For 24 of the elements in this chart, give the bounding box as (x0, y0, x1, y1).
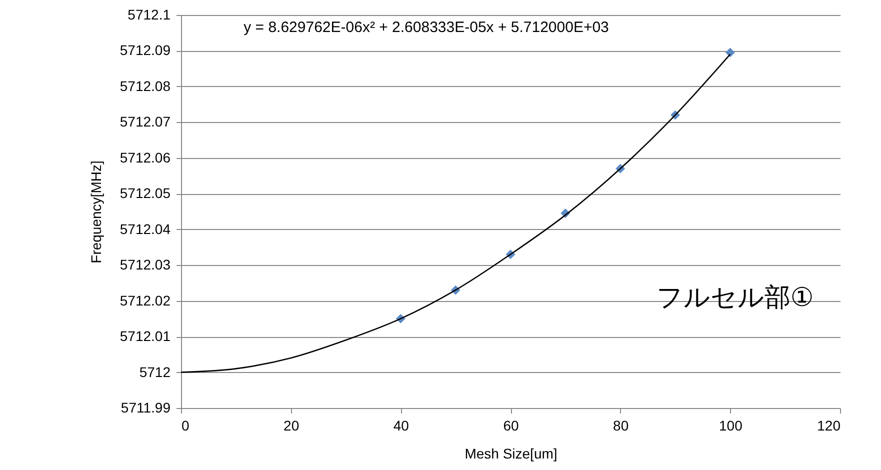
y-tick-label: 5712.07 (120, 114, 171, 130)
y-tick-label: 5712.02 (120, 292, 171, 308)
annotation: フルセル部① (656, 282, 814, 312)
x-tick-label: 0 (182, 418, 190, 434)
x-tick-label: 20 (284, 418, 300, 434)
x-tick-label: 100 (718, 418, 743, 434)
y-tick-label: 5712.08 (120, 78, 171, 94)
x-tick-label: 40 (393, 418, 410, 434)
point (725, 48, 735, 58)
y-tick-label: 5712 (139, 364, 171, 380)
y-tick-label: 5712.05 (120, 185, 171, 202)
y-tick-label: 5712.04 (120, 220, 171, 237)
annotation: y = 8.629762E-06x² + 2.608333E-05x + 5.712000E+03 (244, 19, 609, 36)
y-tick-label: 5712.09 (120, 42, 171, 58)
y-tick-label: 5712.1 (128, 6, 171, 22)
y-tick-label: 5711.99 (120, 400, 171, 416)
y-tick-label: 5712.01 (120, 328, 171, 344)
x-tick-label: 80 (613, 418, 629, 434)
y-tick-label: 5712.06 (120, 149, 171, 166)
y-axis-title: Frequency[MHz] (88, 160, 104, 264)
x-axis-title: Mesh Size[um] (464, 446, 558, 462)
x-tick-label: 60 (503, 418, 519, 434)
y-tick-label: 5712.03 (120, 256, 171, 273)
x-tick-label: 120 (817, 418, 841, 434)
